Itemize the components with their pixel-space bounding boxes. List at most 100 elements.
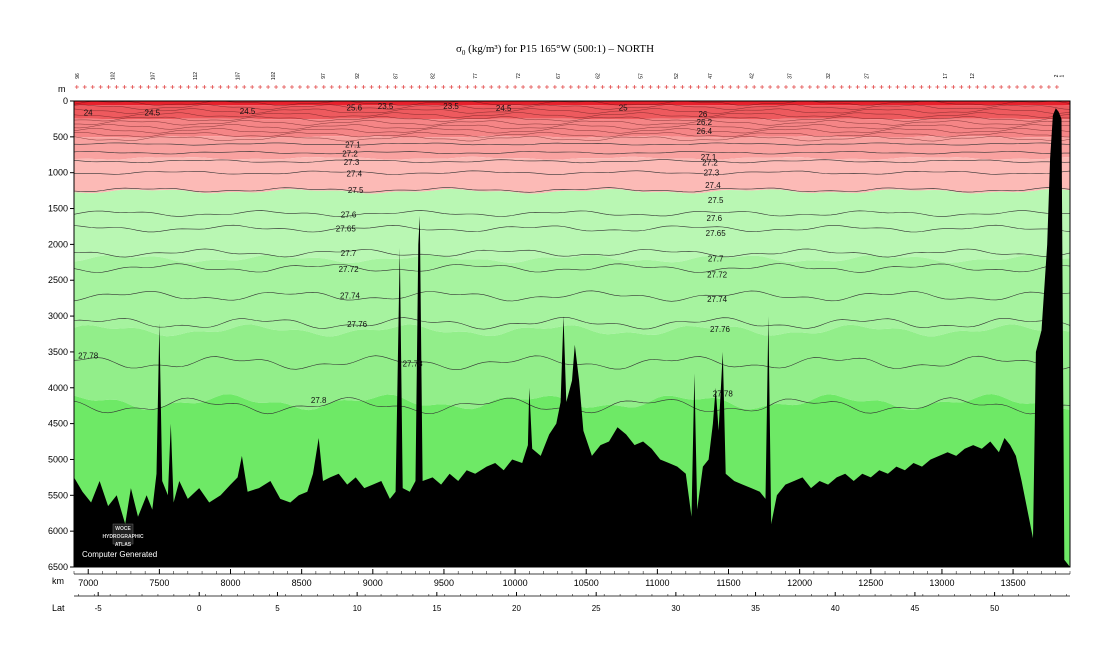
- x-tick-label: 9000: [363, 578, 383, 588]
- station-label: 107: [236, 72, 242, 81]
- lat-tick-label: 5: [275, 604, 280, 613]
- x-tick-label: 7500: [149, 578, 169, 588]
- lat-tick-label: 45: [910, 604, 919, 613]
- x-tick-label: 8000: [220, 578, 240, 588]
- density-band: [74, 105, 1070, 120]
- station-label: 17: [943, 73, 949, 79]
- contour-label: 27.78: [713, 390, 734, 399]
- y-tick-label: 3000: [48, 311, 68, 321]
- lat-tick-label: 35: [751, 604, 760, 613]
- plot-frame: [73, 100, 1071, 568]
- isopycnal-27-74: [74, 290, 1070, 302]
- station-label: 87: [394, 73, 400, 79]
- x-axis-unit-label: km: [52, 576, 64, 586]
- logo-line-3: ATLAS: [115, 542, 132, 548]
- contour-label: 27.74: [707, 295, 728, 304]
- contour-label: 24: [84, 109, 93, 118]
- x-tick-label: 12000: [787, 578, 812, 588]
- isopycnal-27-6: [74, 210, 1070, 217]
- contour-label: 25: [619, 104, 628, 113]
- contour-label: 27.2: [702, 159, 718, 168]
- contour-label: 27.1: [701, 153, 717, 162]
- isopycnal-27-65: [74, 224, 1070, 233]
- contour-label: 23.5: [443, 102, 459, 111]
- x-axis: 7000 7500 8000 8500 9000 9500 10000 10500 11000 1…: [73, 569, 1071, 588]
- contour-label: 27.4: [705, 181, 721, 190]
- x-tick-label: 12500: [858, 578, 883, 588]
- density-band: [74, 156, 1070, 194]
- isopycnal-27-7: [74, 248, 1070, 258]
- contour-label: 27.7: [708, 255, 724, 264]
- y-tick-label: 6500: [48, 562, 68, 572]
- station-label: 112: [193, 72, 199, 80]
- y-tick-label: 2500: [48, 275, 68, 285]
- upper-isopycnal: [74, 124, 1070, 130]
- station-label: 32: [826, 73, 832, 79]
- station-label: 77: [473, 73, 479, 79]
- isopycnal-27-5: [74, 187, 1070, 193]
- x-tick-label: 8500: [292, 578, 312, 588]
- station-label: 96: [75, 73, 81, 79]
- y-tick-label: 1000: [48, 168, 68, 178]
- contour-label: 27.78: [78, 352, 99, 361]
- y-tick-label: 5000: [48, 454, 68, 464]
- upper-isopycnal: [74, 116, 1070, 122]
- lat-axis: -5 0 5 10 15 20 25 30 35 40 45 50: [74, 592, 1070, 613]
- isopycnal-27-2: [74, 150, 1070, 155]
- chart-title: σ0 (kg/m³) for P15 165°W (500:1) – NORTH: [456, 43, 654, 57]
- station-label: 67: [556, 73, 562, 79]
- contour-label: 27.72: [339, 265, 360, 274]
- x-tick-label: 11000: [645, 578, 669, 588]
- station-label: 27: [865, 73, 871, 79]
- station-label: 47: [708, 73, 714, 79]
- y-tick-label: 5500: [48, 490, 68, 500]
- contour-label: 27.3: [704, 169, 720, 178]
- contour-label: 25.6: [347, 104, 363, 113]
- contour-label: 27.76: [710, 325, 731, 334]
- station-label: 42: [749, 73, 755, 79]
- isopycnal-27-1: [74, 142, 1070, 146]
- density-band: [74, 254, 1070, 337]
- station-label: 107: [150, 72, 156, 81]
- isopycnal-27-76: [74, 316, 1070, 330]
- y-tick-label: 4500: [48, 419, 68, 429]
- lat-axis-label: Lat: [52, 603, 65, 613]
- x-tick-label: 9500: [434, 578, 454, 588]
- lat-tick-label: 20: [512, 604, 521, 613]
- isopycnal-lines: [74, 101, 1070, 415]
- contour-label: 27.1: [345, 141, 361, 150]
- contour-label: 24.5: [240, 107, 256, 116]
- x-tick-label: 11500: [716, 578, 740, 588]
- station-label: 92: [355, 73, 361, 79]
- x-tick-label: 13500: [1001, 578, 1026, 588]
- station-label: 12: [970, 73, 976, 79]
- contour-label: 27.8: [311, 396, 327, 405]
- upper-isopycnal: [74, 128, 1070, 134]
- lat-tick-label: 50: [990, 604, 999, 613]
- y-axis-unit-label: m: [58, 84, 66, 94]
- contour-label: 24.5: [145, 109, 161, 118]
- contour-label: 24.5: [496, 104, 512, 113]
- x-tick-label: 10500: [574, 578, 599, 588]
- isopycnal-27-3: [74, 159, 1070, 164]
- contour-label: 27.65: [336, 225, 357, 234]
- y-tick-label: 0: [63, 96, 68, 106]
- station-label: 62: [596, 73, 602, 79]
- station-label: 82: [431, 73, 437, 79]
- y-tick-label: 3500: [48, 347, 68, 357]
- contour-label: 27.74: [340, 291, 361, 300]
- bathymetry: [74, 108, 1070, 567]
- density-band: [74, 101, 1070, 106]
- x-tick-label: 13000: [929, 578, 954, 588]
- lat-tick-label: 25: [592, 604, 601, 613]
- contour-label: 27.3: [344, 158, 360, 167]
- lat-tick-label: 10: [353, 604, 362, 613]
- contour-label: 27.6: [707, 214, 723, 223]
- contour-label: 27.65: [706, 229, 727, 238]
- upper-isopycnal: [74, 101, 1070, 106]
- contour-label: 26.4: [697, 127, 713, 136]
- y-tick-label: 6000: [48, 526, 68, 536]
- y-tick-label: 1500: [48, 204, 68, 214]
